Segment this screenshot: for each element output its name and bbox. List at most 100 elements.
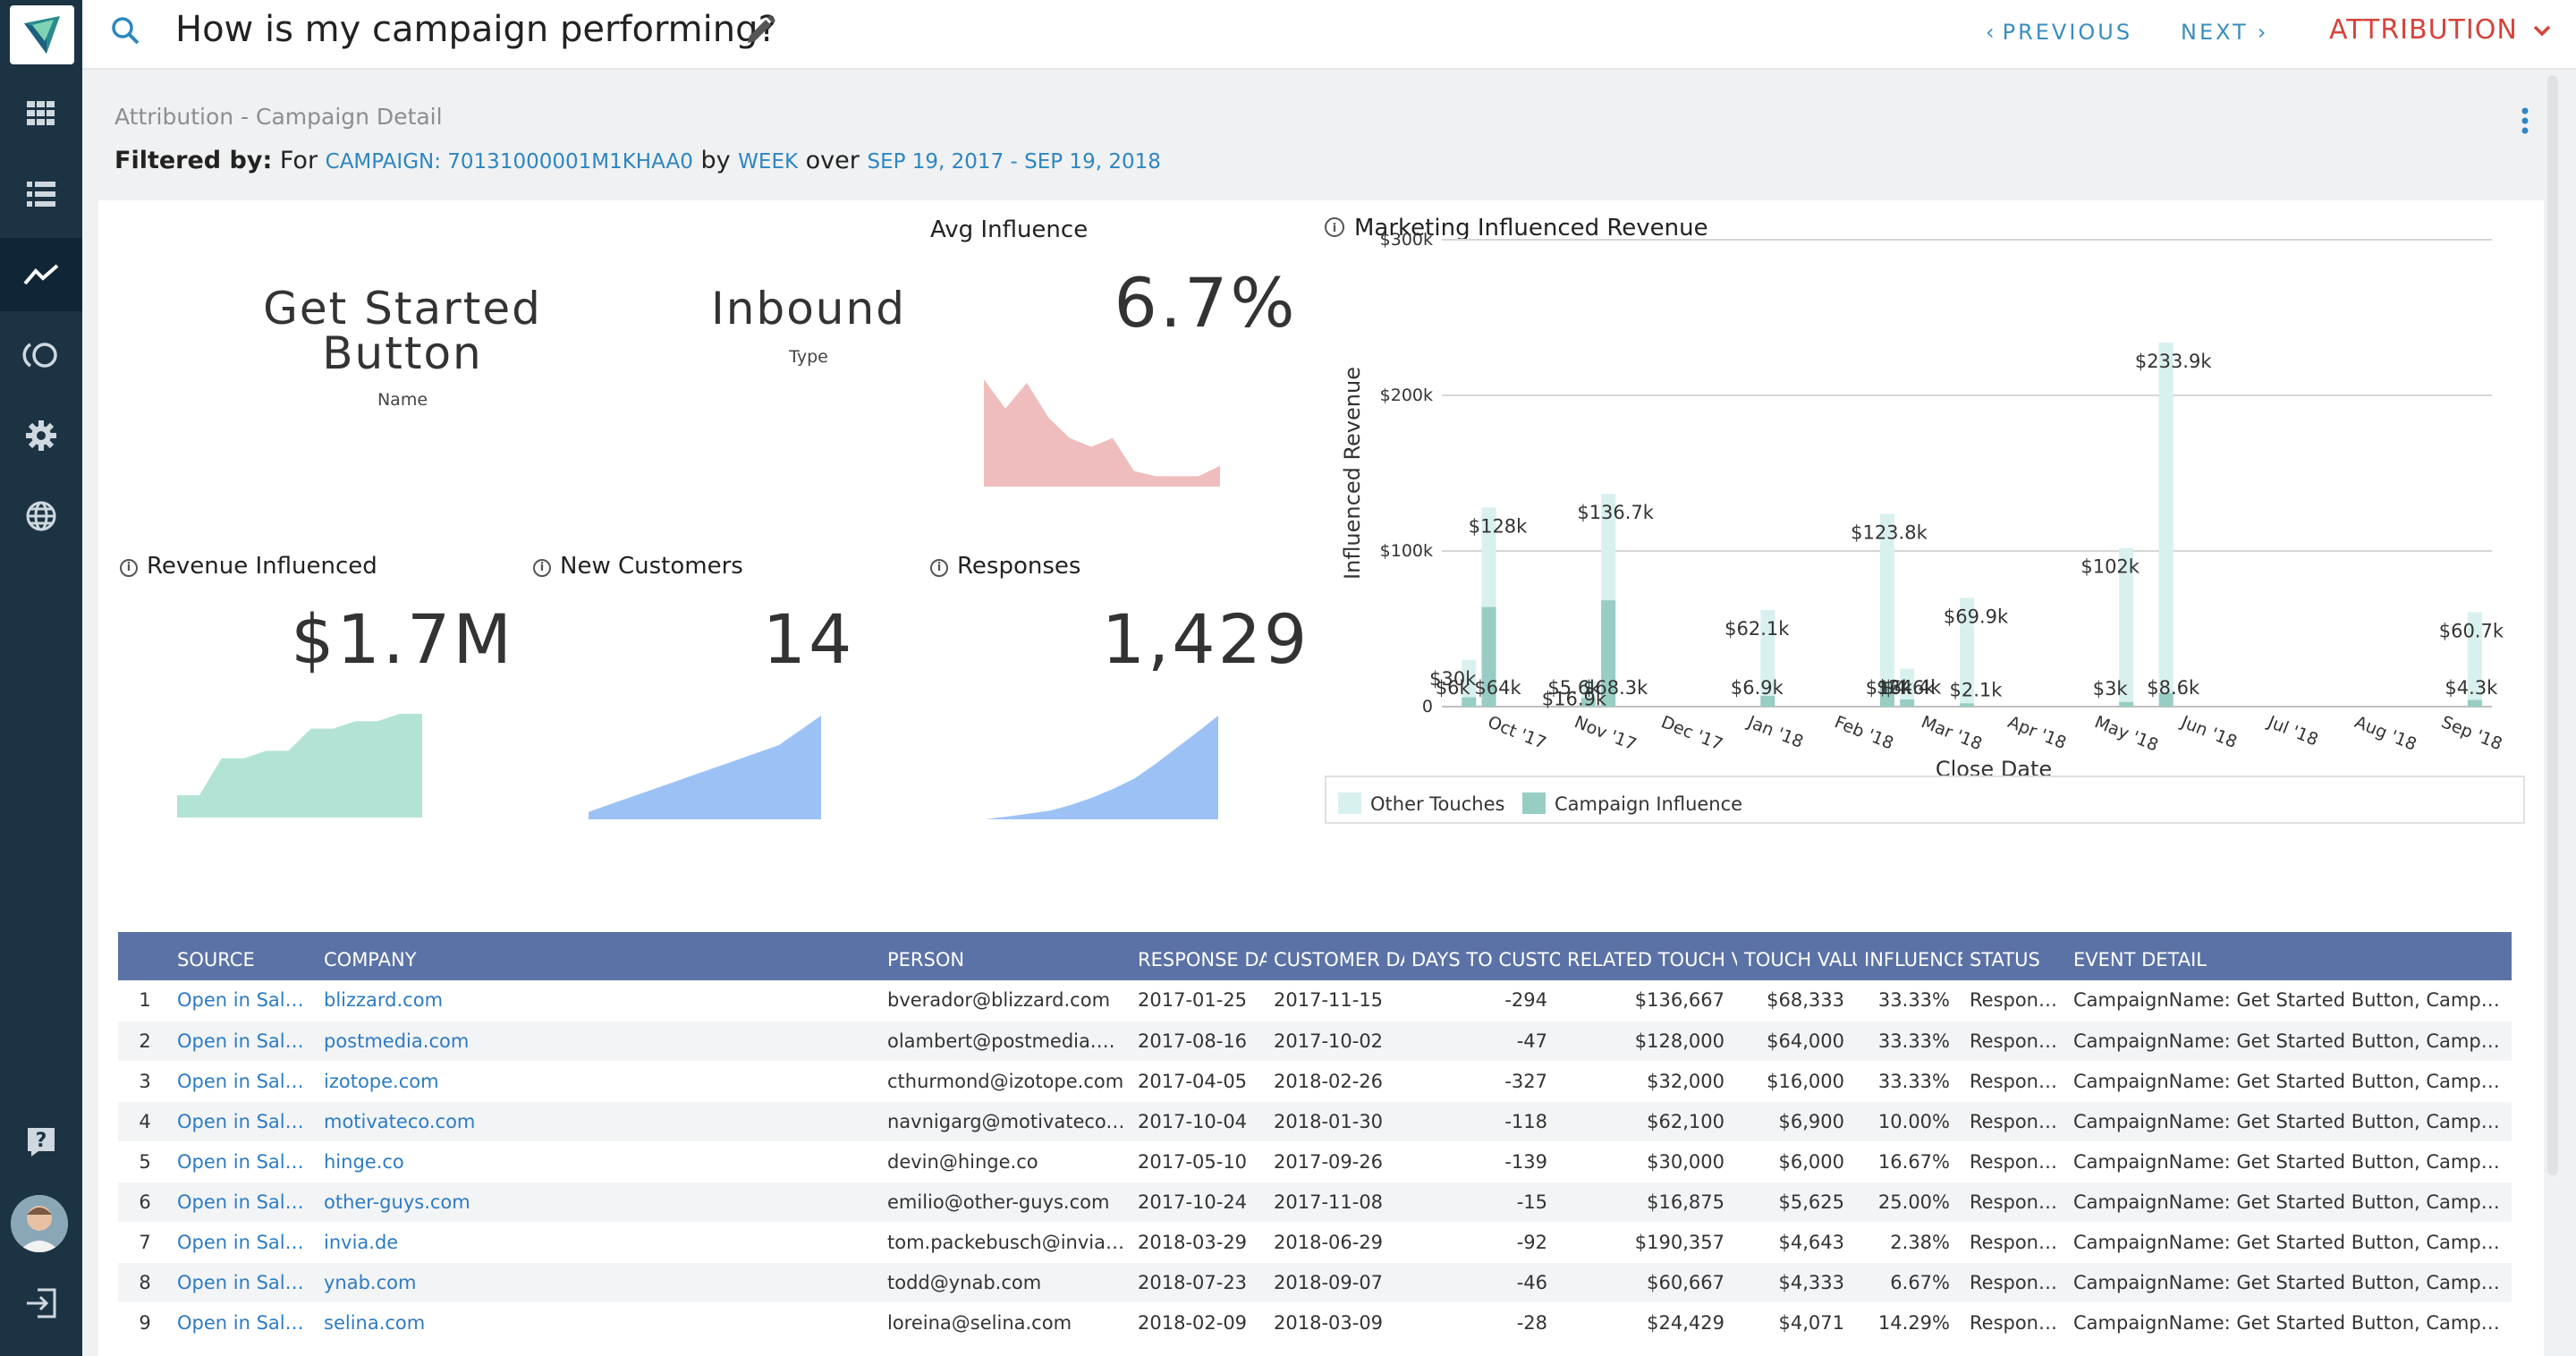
x-tick-label: Aug '18 — [2351, 712, 2419, 755]
bar-campaign-influence[interactable] — [1900, 699, 1915, 707]
open-in-salesforce-link[interactable]: Open in Salesforce — [170, 980, 317, 1021]
open-in-salesforce-link[interactable]: Open in Salesforce — [170, 1101, 317, 1142]
list-icon[interactable] — [0, 157, 82, 231]
company-link[interactable]: hinge.co — [317, 1141, 880, 1182]
info-icon[interactable]: i — [533, 559, 551, 577]
bar-campaign-influence[interactable] — [1879, 682, 1894, 707]
legend-campaign-influence[interactable]: Campaign Influence — [1555, 793, 1742, 815]
x-tick-label: Jul '18 — [2265, 712, 2321, 750]
open-in-salesforce-link[interactable]: Open in Salesforce — [170, 1182, 317, 1223]
journey-icon[interactable] — [0, 318, 82, 392]
top-header: How is my campaign performing? ‹ PREVIOUS… — [82, 0, 2576, 70]
company-link[interactable]: motivateco.com — [317, 1101, 880, 1142]
previous-button[interactable]: ‹ PREVIOUS — [1986, 20, 2132, 45]
bar-campaign-influence[interactable] — [1462, 697, 1477, 707]
edit-pencil-icon[interactable] — [744, 14, 776, 50]
more-options-icon[interactable] — [2521, 107, 2529, 138]
open-in-salesforce-link[interactable]: Open in Salesforce — [170, 1141, 317, 1182]
bar-other-touches[interactable] — [1760, 609, 1775, 707]
table-cell: Responded — [1962, 1141, 2066, 1182]
bar-campaign-influence[interactable] — [1960, 703, 1974, 707]
campaign-name-line2: Button — [322, 327, 483, 379]
column-header-person[interactable]: PERSON — [880, 932, 1131, 980]
legend-other-touches[interactable]: Other Touches — [1370, 793, 1504, 815]
column-header-event-detail[interactable]: EVENT DETAIL — [2066, 932, 2512, 980]
open-in-salesforce-link[interactable]: Open in Salesforce — [170, 1021, 317, 1062]
table-cell: tom.packebusch@invia.de — [880, 1222, 1131, 1263]
search-icon[interactable] — [111, 16, 141, 50]
bar-other-touches[interactable] — [2119, 547, 2134, 707]
table-cell: 2018-03-09 — [1267, 1302, 1404, 1343]
svg-text:i: i — [1333, 222, 1336, 235]
column-header-status[interactable]: STATUS — [1962, 932, 2066, 980]
column-header-influence[interactable]: INFLUENCE — [1857, 932, 1962, 980]
open-in-salesforce-link[interactable]: Open in Salesforce — [170, 1302, 317, 1343]
bar-campaign-influence[interactable] — [2158, 693, 2174, 707]
vertical-scrollbar[interactable] — [2547, 75, 2558, 1175]
attribution-dropdown[interactable]: ATTRIBUTION — [2329, 14, 2552, 46]
table-cell: 2017-10-04 — [1131, 1101, 1267, 1142]
company-link[interactable]: invia.de — [317, 1222, 880, 1263]
open-in-salesforce-link[interactable]: Open in Salesforce — [170, 1262, 317, 1303]
chart-info-icon[interactable]: i — [1325, 217, 1344, 237]
info-icon[interactable]: i — [120, 559, 138, 577]
trend-icon[interactable] — [0, 238, 82, 311]
app-logo[interactable] — [10, 5, 74, 64]
y-tick-label: $100k — [1380, 541, 1433, 561]
company-link[interactable]: selina.com — [317, 1302, 880, 1343]
column-header-response-date[interactable]: RESPONSE DATE — [1131, 932, 1267, 980]
logout-icon[interactable] — [0, 1267, 82, 1340]
bar-other-touches[interactable] — [1960, 597, 1974, 707]
help-icon[interactable]: ? — [0, 1106, 82, 1179]
gear-icon[interactable] — [0, 399, 82, 472]
bar-campaign-influence[interactable] — [1580, 698, 1596, 707]
responses-sparkline-area — [987, 716, 1218, 819]
table-cell: 2018-06-29 — [1267, 1222, 1404, 1263]
bar-other-touches[interactable] — [1879, 513, 1894, 707]
bar-campaign-influence[interactable] — [2119, 701, 2134, 707]
campaign-filter-link[interactable]: CAMPAIGN: 70131000001M1KHAA0 — [325, 150, 693, 174]
column-header-source[interactable]: SOURCE — [170, 932, 317, 980]
bar-other-touches[interactable] — [2467, 612, 2482, 707]
open-in-salesforce-link[interactable]: Open in Salesforce — [170, 1222, 317, 1263]
bar-other-touches[interactable] — [1462, 659, 1477, 707]
column-header-company[interactable]: COMPANY — [317, 932, 880, 980]
column-header-days-to-customer[interactable]: DAYS TO CUSTOMER — [1404, 932, 1560, 980]
next-button[interactable]: NEXT › — [2181, 20, 2268, 45]
revenue-influenced-label: Revenue Influenced — [147, 553, 377, 580]
company-link[interactable]: other-guys.com — [317, 1182, 880, 1223]
legend-swatch-other — [1338, 792, 1361, 814]
open-in-salesforce-link[interactable]: Open in Salesforce — [170, 1061, 317, 1102]
user-avatar[interactable] — [11, 1195, 68, 1252]
company-link[interactable]: izotope.com — [317, 1061, 880, 1102]
column-header-touch-value[interactable]: TOUCH VALUE — [1737, 932, 1857, 980]
bar-other-touches[interactable] — [1900, 668, 1915, 707]
report-subheader: Attribution - Campaign Detail Filtered b… — [82, 72, 2576, 197]
bar-campaign-influence[interactable] — [1481, 606, 1496, 707]
granularity-filter-link[interactable]: WEEK — [738, 150, 799, 174]
table-cell: 2018-09-07 — [1267, 1262, 1404, 1303]
company-link[interactable]: postmedia.com — [317, 1021, 880, 1062]
company-link[interactable]: ynab.com — [317, 1262, 880, 1303]
column-header-related-touch-value[interactable]: RELATED TOUCH VALUE — [1560, 932, 1737, 980]
table-cell: $128,000 — [1560, 1021, 1737, 1062]
date-range-filter-link[interactable]: SEP 19, 2017 - SEP 19, 2018 — [867, 150, 1161, 174]
column-header-customer-date[interactable]: CUSTOMER DATE — [1267, 932, 1404, 980]
bar-other-touches[interactable] — [2158, 343, 2174, 707]
bar-campaign-influence[interactable] — [1601, 600, 1616, 707]
info-icon[interactable]: i — [930, 559, 948, 577]
dashboard-grid-icon[interactable] — [0, 77, 82, 150]
bar-campaign-influence[interactable] — [2467, 699, 2482, 707]
globe-icon[interactable] — [0, 479, 82, 553]
bar-campaign-influence[interactable] — [1760, 695, 1775, 707]
company-link[interactable]: blizzard.com — [317, 980, 880, 1021]
